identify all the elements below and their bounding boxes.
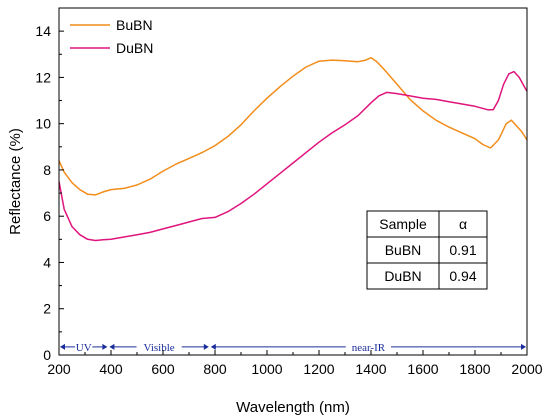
y-tick-label: 6 — [43, 208, 51, 224]
table-cell-alpha: 0.94 — [449, 268, 476, 284]
x-tick-label: 1400 — [355, 361, 386, 377]
alpha-table: Sample α BuBN 0.91 DuBN 0.94 — [366, 210, 488, 290]
y-tick-label: 10 — [35, 116, 51, 132]
x-tick-label: 200 — [47, 361, 71, 377]
legend-label-dubn: DuBN — [116, 40, 153, 56]
table-cell-sample: DuBN — [384, 268, 421, 284]
region-arrow-left — [109, 343, 115, 350]
table-cell-border — [438, 210, 488, 238]
series-line-bubn — [58, 56, 528, 196]
region-label: UV — [76, 342, 92, 354]
x-tick-label: 1800 — [459, 361, 490, 377]
region-arrow-left — [60, 343, 65, 350]
y-tick-label: 4 — [43, 254, 51, 270]
x-tick-label: 400 — [99, 361, 123, 377]
region-visible: Visible — [109, 342, 209, 354]
x-axis-title: Wavelength (nm) — [236, 399, 350, 416]
y-tick-label: 12 — [35, 69, 51, 85]
y-tick-label: 2 — [43, 301, 51, 317]
x-tick-label: 800 — [203, 361, 227, 377]
legend-label-bubn: BuBN — [116, 17, 153, 33]
y-tick-label: 8 — [43, 162, 51, 178]
y-tick-label: 0 — [43, 347, 51, 363]
table-cell-border — [438, 236, 488, 264]
x-tick-label: 1200 — [303, 361, 334, 377]
series-line-dubn — [58, 70, 528, 242]
series-lines — [58, 56, 528, 242]
table-cell-sample: BuBN — [385, 242, 422, 258]
x-tick-label: 600 — [151, 361, 175, 377]
x-tick-label: 2000 — [511, 361, 542, 377]
region-arrow-right — [203, 343, 209, 350]
region-uv: UV — [60, 342, 108, 354]
region-annotations: UV Visible near-IR — [60, 342, 526, 354]
region-arrow-right — [102, 343, 108, 350]
region-arrow-right — [521, 343, 526, 350]
axis-ticks: 200 400 600 800 1000 1200 1400 1600 1800 2000 0 2 4 6… — [35, 7, 543, 377]
table-header-alpha: α — [459, 216, 467, 232]
region-nearir: near-IR — [210, 342, 526, 354]
table-cell-alpha: 0.91 — [449, 242, 476, 258]
region-arrow-left — [210, 343, 216, 350]
x-tick-label: 1000 — [251, 361, 282, 377]
plot-frame — [58, 7, 528, 356]
region-label: Visible — [144, 342, 175, 354]
table-cell-border — [438, 262, 488, 290]
y-tick-label: 14 — [35, 23, 51, 39]
region-label: near-IR — [352, 342, 386, 354]
x-tick-label: 1600 — [407, 361, 438, 377]
table-header-sample: Sample — [379, 216, 427, 232]
y-axis-title: Reflectance (%) — [7, 128, 24, 235]
legend: BuBN DuBN — [70, 17, 153, 56]
